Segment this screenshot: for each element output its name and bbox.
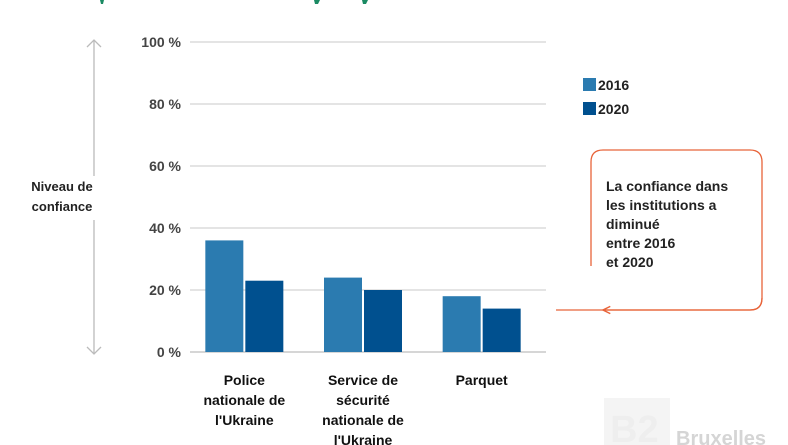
legend-swatch-2020 bbox=[583, 102, 596, 115]
y-axis-label-text: Niveau de confiance bbox=[31, 179, 92, 214]
category-label: Service de sécurité nationale de l'Ukraine bbox=[322, 372, 404, 445]
y-axis-label-text-line: Niveau de bbox=[31, 179, 92, 194]
bar-2016-2 bbox=[442, 296, 481, 352]
y-axis-label-text-line: confiance bbox=[32, 199, 93, 214]
legend-swatch-2016 bbox=[583, 78, 596, 91]
category-label-line: nationale de bbox=[203, 392, 285, 408]
category-label-line: Police bbox=[224, 372, 265, 388]
legend: 2016 2020 bbox=[583, 77, 629, 117]
category-label-line: Service de bbox=[328, 372, 398, 388]
annotation-text-line: les institutions a bbox=[606, 197, 717, 213]
y-tick-label: 100 % bbox=[141, 34, 181, 50]
legend-label: 2020 bbox=[598, 101, 629, 117]
annotation-text: La confiance dans les institutions a dimin… bbox=[606, 178, 728, 270]
bar-2016-1 bbox=[324, 277, 362, 352]
bar-2020-2 bbox=[482, 308, 521, 352]
y-tick-label: 40 % bbox=[149, 220, 181, 236]
y-tick-labels: 0 % 20 % 40 % 60 % 80 % 100 % bbox=[141, 34, 181, 360]
category-label-line: Parquet bbox=[456, 372, 508, 388]
category-label-line: l'Ukraine bbox=[215, 412, 274, 428]
category-label: Parquet bbox=[456, 372, 508, 388]
y-axis-arrow bbox=[86, 39, 102, 355]
category-label: Police nationale de l'Ukraine bbox=[203, 372, 285, 428]
watermark: B2 Bruxelles bbox=[604, 398, 766, 445]
y-tick-label: 0 % bbox=[157, 344, 182, 360]
annotation-callout: La confiance dans les institutions a dimin… bbox=[556, 149, 763, 310]
category-label-line: l'Ukraine bbox=[334, 432, 393, 445]
bar-2016-0 bbox=[205, 240, 244, 352]
annotation-text-line: La confiance dans bbox=[606, 178, 728, 194]
y-tick-label: 80 % bbox=[149, 96, 181, 112]
y-tick-label: 60 % bbox=[149, 158, 181, 174]
legend-label: 2016 bbox=[598, 77, 629, 93]
title-remnant bbox=[100, 0, 368, 4]
category-label-line: nationale de bbox=[322, 412, 404, 428]
bar-2020-1 bbox=[364, 290, 402, 352]
watermark-mark: B2 bbox=[610, 409, 659, 445]
y-tick-label: 20 % bbox=[149, 282, 181, 298]
category-labels: Police nationale de l'Ukraine Service de séc… bbox=[203, 372, 508, 445]
bars bbox=[205, 240, 521, 352]
annotation-text-line: entre 2016 bbox=[606, 235, 675, 251]
y-axis-label: Niveau de confiance bbox=[31, 179, 92, 214]
bar-2020-0 bbox=[245, 280, 284, 352]
annotation-text-line: et 2020 bbox=[606, 254, 654, 270]
watermark-text: Bruxelles bbox=[676, 428, 766, 445]
annotation-text-line: diminué bbox=[606, 216, 660, 232]
category-label-line: sécurité bbox=[336, 392, 390, 408]
